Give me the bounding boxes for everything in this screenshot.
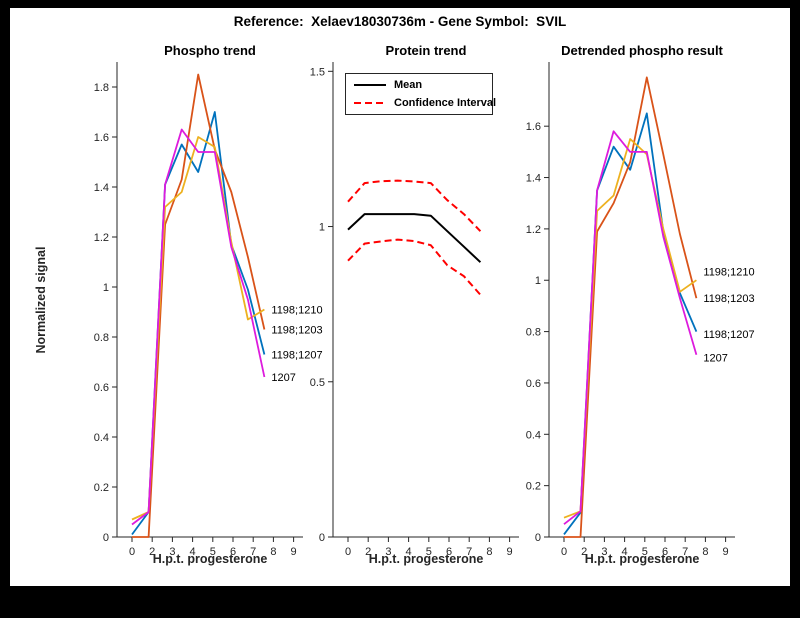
panel-title-phospho-trend: Phospho trend bbox=[164, 43, 256, 58]
x-tick-label: 8 bbox=[270, 546, 276, 558]
x-tick-label: 7 bbox=[250, 546, 256, 558]
x-tick-label: 6 bbox=[230, 546, 236, 558]
y-tick-label: 1.5 bbox=[310, 66, 325, 78]
x-tick-label: 2 bbox=[365, 546, 371, 558]
x-tick-label: 9 bbox=[291, 546, 297, 558]
x-tick-label: 6 bbox=[446, 546, 452, 558]
series-line-Confidence-Interval-lower bbox=[347, 238, 482, 296]
x-tick-label: 8 bbox=[702, 546, 708, 558]
legend-label-mean: Mean bbox=[394, 79, 423, 91]
x-tick-label: 2 bbox=[149, 546, 155, 558]
series-end-label: 1198;1207 bbox=[703, 329, 754, 341]
y-tick-label: 0 bbox=[535, 532, 541, 544]
series-end-label: 1198;1203 bbox=[271, 325, 322, 337]
y-tick-label: 0.8 bbox=[526, 327, 541, 339]
panel-title-protein-trend: Protein trend bbox=[385, 43, 467, 58]
x-axis-label-left: H.p.t. progesterone bbox=[152, 552, 268, 566]
series-line-1198;1203 bbox=[132, 73, 266, 538]
x-tick-label: 5 bbox=[426, 546, 432, 558]
x-tick-label: 0 bbox=[345, 546, 351, 558]
y-tick-label: 1.8 bbox=[94, 82, 109, 94]
y-tick-label: 1.6 bbox=[526, 121, 541, 133]
series-end-label: 1198;1210 bbox=[271, 305, 322, 317]
y-tick-label: 0.8 bbox=[94, 332, 109, 344]
series-line-Confidence-Interval-upper bbox=[347, 179, 482, 232]
x-tick-label: 2 bbox=[581, 546, 587, 558]
y-tick-label: 1 bbox=[319, 222, 325, 234]
series-end-label: 1207 bbox=[271, 372, 295, 384]
x-tick-label: 4 bbox=[622, 546, 628, 558]
x-tick-label: 7 bbox=[466, 546, 472, 558]
y-tick-label: 1.2 bbox=[526, 224, 541, 236]
panel-title-detrended-result: Detrended phospho result bbox=[561, 43, 723, 58]
y-tick-label: 0.4 bbox=[94, 432, 109, 444]
x-tick-label: 0 bbox=[129, 546, 135, 558]
y-tick-label: 1.4 bbox=[526, 173, 541, 185]
x-tick-label: 4 bbox=[190, 546, 196, 558]
y-tick-label: 1 bbox=[535, 275, 541, 287]
y-tick-label: 0 bbox=[103, 532, 109, 544]
y-tick-label: 0.4 bbox=[526, 429, 541, 441]
x-tick-label: 4 bbox=[406, 546, 412, 558]
series-end-label: 1207 bbox=[703, 352, 727, 364]
x-tick-label: 6 bbox=[662, 546, 668, 558]
x-tick-label: 7 bbox=[682, 546, 688, 558]
series-line-1207 bbox=[563, 130, 698, 525]
confidence-interval-line-sample-icon bbox=[354, 102, 386, 104]
y-tick-label: 0.2 bbox=[94, 482, 109, 494]
y-tick-label: 0 bbox=[319, 532, 325, 544]
x-tick-label: 9 bbox=[507, 546, 513, 558]
y-tick-label: 0.5 bbox=[310, 377, 325, 389]
series-end-label: 1198;1210 bbox=[703, 266, 754, 278]
y-tick-label: 0.6 bbox=[526, 378, 541, 390]
x-tick-label: 3 bbox=[601, 546, 607, 558]
x-tick-label: 3 bbox=[385, 546, 391, 558]
legend-box: Mean Confidence Interval bbox=[345, 73, 496, 115]
x-axis-label-middle: H.p.t. progesterone bbox=[368, 552, 484, 566]
y-tick-label: 1.4 bbox=[94, 182, 109, 194]
x-tick-label: 5 bbox=[642, 546, 648, 558]
legend-label-confidence-interval: Confidence Interval bbox=[394, 97, 497, 109]
x-tick-label: 9 bbox=[723, 546, 729, 558]
series-line-1207 bbox=[131, 128, 266, 526]
mean-line-sample-icon bbox=[354, 84, 386, 86]
x-tick-label: 3 bbox=[169, 546, 175, 558]
y-tick-label: 0.2 bbox=[526, 481, 541, 493]
y-tick-label: 1.6 bbox=[94, 132, 109, 144]
x-tick-label: 5 bbox=[210, 546, 216, 558]
x-axis-label-right: H.p.t. progesterone bbox=[584, 552, 700, 566]
figure-title: Reference: Xelaev18030736m - Gene Symbol… bbox=[233, 14, 567, 29]
legend-row-mean: Mean bbox=[346, 77, 492, 93]
legend-row-confidence-interval: Confidence Interval bbox=[346, 95, 496, 111]
series-end-label: 1198;1203 bbox=[703, 293, 754, 305]
y-tick-label: 0.6 bbox=[94, 382, 109, 394]
x-tick-label: 8 bbox=[486, 546, 492, 558]
series-line-Mean bbox=[347, 213, 482, 263]
y-tick-label: 1 bbox=[103, 282, 109, 294]
series-end-label: 1198;1207 bbox=[271, 350, 322, 362]
series-line-1198;1203 bbox=[564, 76, 698, 538]
y-tick-label: 1.2 bbox=[94, 232, 109, 244]
x-tick-label: 0 bbox=[561, 546, 567, 558]
